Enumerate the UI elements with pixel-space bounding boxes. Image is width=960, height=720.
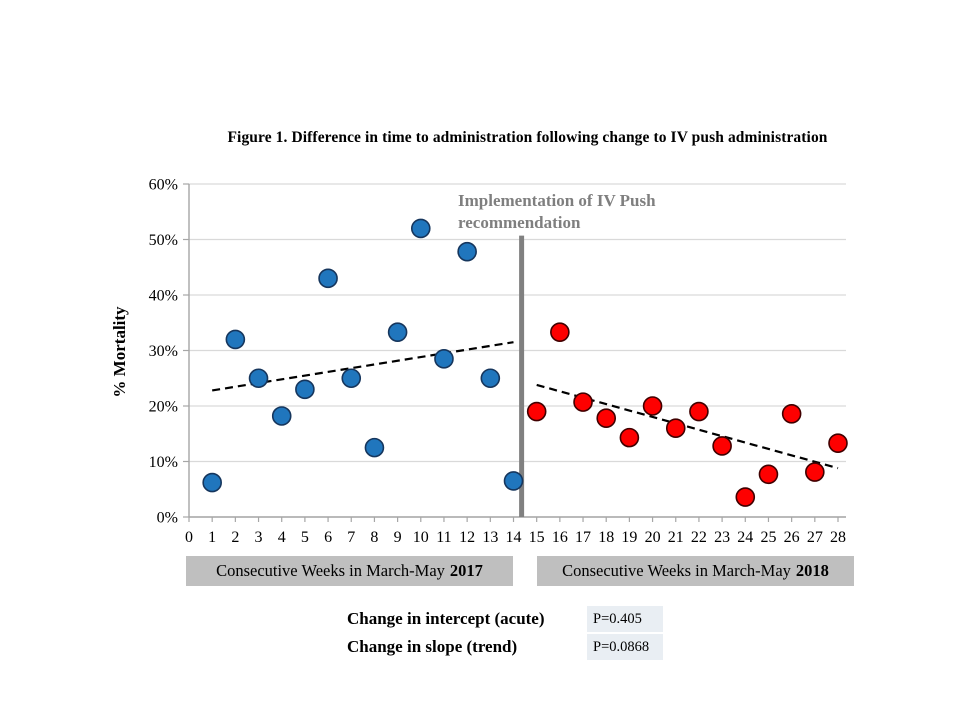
stats-row-intercept: Change in intercept (acute) P=0.405 [347, 606, 663, 632]
x-tick-label: 4 [278, 529, 286, 546]
y-tick-label: 20% [149, 399, 178, 416]
axes [188, 184, 846, 518]
x-tick-label: 18 [598, 529, 614, 546]
x-tick-label: 26 [784, 529, 800, 546]
x-tick-label: 28 [830, 529, 846, 546]
data-point [665, 418, 686, 439]
x-axis-label-2018-year: 2018 [795, 561, 829, 580]
x-tick-label: 13 [482, 529, 498, 546]
trend-line [212, 341, 514, 392]
x-tick-label: 0 [185, 529, 193, 546]
y-tick-label: 0% [157, 510, 178, 527]
data-point [735, 487, 756, 507]
data-point [689, 401, 709, 422]
x-axis-label-2017-text: Consecutive Weeks in March-May [216, 561, 445, 580]
y-tick-label: 30% [149, 343, 178, 360]
data-point [225, 329, 246, 350]
x-tick-label: 2 [231, 529, 239, 546]
stats-value-slope: P=0.0868 [587, 634, 663, 660]
x-tick-label: 23 [714, 529, 730, 546]
data-point [364, 437, 385, 458]
stats-label-intercept: Change in intercept (acute) [347, 609, 545, 628]
data-point [480, 368, 501, 389]
x-tick-label: 11 [436, 529, 451, 546]
data-point [781, 403, 802, 424]
x-axis-label-2018: Consecutive Weeks in March-May 2018 [537, 556, 854, 586]
x-tick-label: 8 [370, 529, 378, 546]
x-tick-label: 3 [255, 529, 263, 546]
y-tick-label: 60% [149, 177, 178, 194]
x-axis-label-2017-year: 2017 [449, 561, 483, 580]
data-point [202, 472, 222, 493]
x-tick-label: 10 [413, 529, 429, 546]
stats-row-slope: Change in slope (trend) P=0.0868 [347, 634, 663, 660]
data-point [642, 396, 663, 416]
x-tick-label: 6 [324, 529, 332, 546]
x-tick-label: 15 [529, 529, 545, 546]
stats-label-slope: Change in slope (trend) [347, 637, 518, 656]
x-tick-label: 9 [394, 529, 402, 546]
x-tick-label: 12 [459, 529, 475, 546]
y-axis-ticks: 0% 10% 20% 30% 40% 50% 60% [149, 177, 189, 527]
vline-annotation-line2: recommendation [458, 213, 581, 233]
trend-lines [212, 341, 839, 470]
x-tick-label: 25 [760, 529, 776, 546]
x-tick-label: 19 [621, 529, 637, 546]
figure-title: Figure 1. Difference in time to administ… [227, 129, 828, 146]
data-point [526, 401, 547, 422]
x-axis-label-2018-text: Consecutive Weeks in March-May [562, 561, 791, 580]
y-axis-title: % Mortality [110, 306, 129, 398]
data-point [271, 406, 292, 426]
vline-annotation: Implementation of IV Push recommendation [458, 190, 718, 235]
data-point [712, 436, 732, 456]
data-point [619, 427, 640, 448]
x-tick-label: 16 [552, 529, 568, 546]
stats-table: Change in intercept (acute) P=0.405 Chan… [347, 606, 663, 662]
data-point [387, 322, 408, 342]
x-tick-label: 1 [208, 529, 216, 546]
y-tick-label: 50% [149, 232, 178, 249]
data-point [248, 368, 269, 389]
y-tick-label: 40% [149, 288, 178, 305]
series-2018 [526, 322, 848, 507]
x-tick-label: 7 [347, 529, 355, 546]
x-tick-label: 20 [645, 529, 661, 546]
data-point [828, 433, 848, 453]
x-tick-label: 5 [301, 529, 309, 546]
data-point [573, 392, 593, 412]
x-axis-label-2017: Consecutive Weeks in March-May 2017 [186, 556, 513, 586]
data-point [410, 218, 431, 239]
data-point [318, 268, 338, 289]
y-tick-label: 10% [149, 454, 178, 471]
data-point [503, 471, 524, 491]
series-2017 [202, 218, 524, 493]
x-axis-ticks: 0 1 2 3 4 5 6 7 8 9 10 11 12 13 14 15 16 17 18 19 20 21 22 23 24… [185, 517, 846, 546]
data-point [457, 241, 477, 262]
data-point [341, 368, 362, 389]
data-point [596, 408, 617, 429]
x-tick-label: 27 [807, 529, 823, 546]
x-tick-label: 21 [668, 529, 684, 546]
x-tick-label: 22 [691, 529, 707, 546]
stats-value-intercept: P=0.405 [587, 606, 663, 632]
data-point [805, 462, 825, 482]
data-point [758, 464, 779, 485]
vline-annotation-line1: Implementation of IV Push [458, 191, 656, 210]
data-point [550, 322, 570, 342]
data-point [434, 349, 454, 369]
data-point [295, 379, 315, 400]
x-tick-label: 14 [506, 529, 522, 546]
x-tick-label: 24 [737, 529, 753, 546]
x-tick-label: 17 [575, 529, 591, 546]
